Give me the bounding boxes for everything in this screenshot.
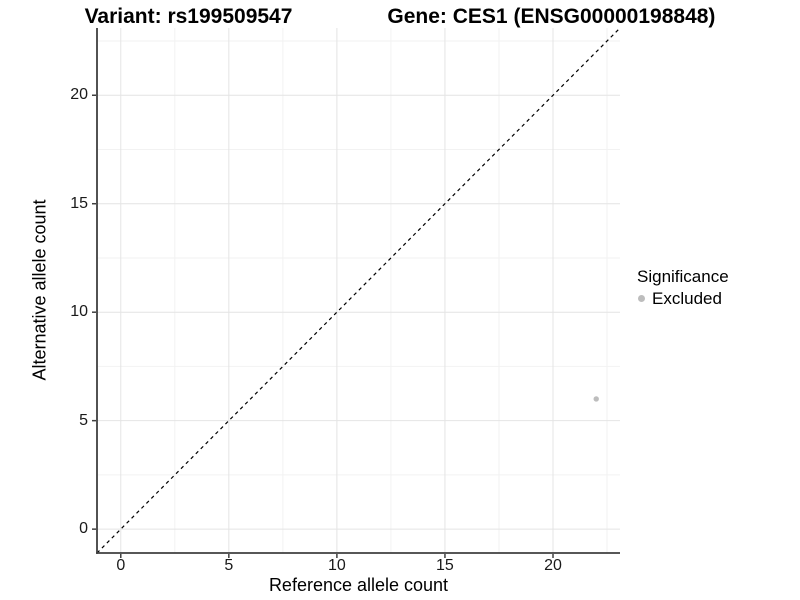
data-point (593, 396, 599, 402)
y-axis-title: Alternative allele count (29, 199, 50, 381)
plot-title-gene: Gene: CES1 (ENSG00000198848) (387, 5, 716, 28)
y-tick-label: 5 (79, 411, 88, 429)
x-tick-label: 5 (224, 557, 234, 574)
identity-reference-line (96, 27, 621, 554)
y-tick-label: 0 (79, 520, 88, 538)
legend-item-excluded: Excluded (637, 288, 729, 309)
plot-title: Variant: rs199509547 Gene: CES1 (ENSG000… (0, 5, 800, 29)
y-tick-label: 10 (70, 303, 88, 321)
x-tick-label: 20 (544, 557, 562, 574)
legend-item-label: Excluded (652, 289, 722, 308)
legend-key-dot-icon (638, 295, 645, 302)
x-tick-label: 10 (327, 557, 346, 574)
x-axis-title: Reference allele count (268, 575, 449, 595)
y-tick-label: 15 (70, 194, 88, 212)
legend: Significance Excluded (637, 266, 729, 309)
plot-title-variant: Variant: rs199509547 (84, 5, 293, 28)
x-tick-label: 15 (436, 557, 454, 574)
x-tick-label: 0 (116, 557, 126, 574)
legend-title: Significance (637, 267, 729, 286)
y-tick-label: 20 (70, 86, 88, 104)
